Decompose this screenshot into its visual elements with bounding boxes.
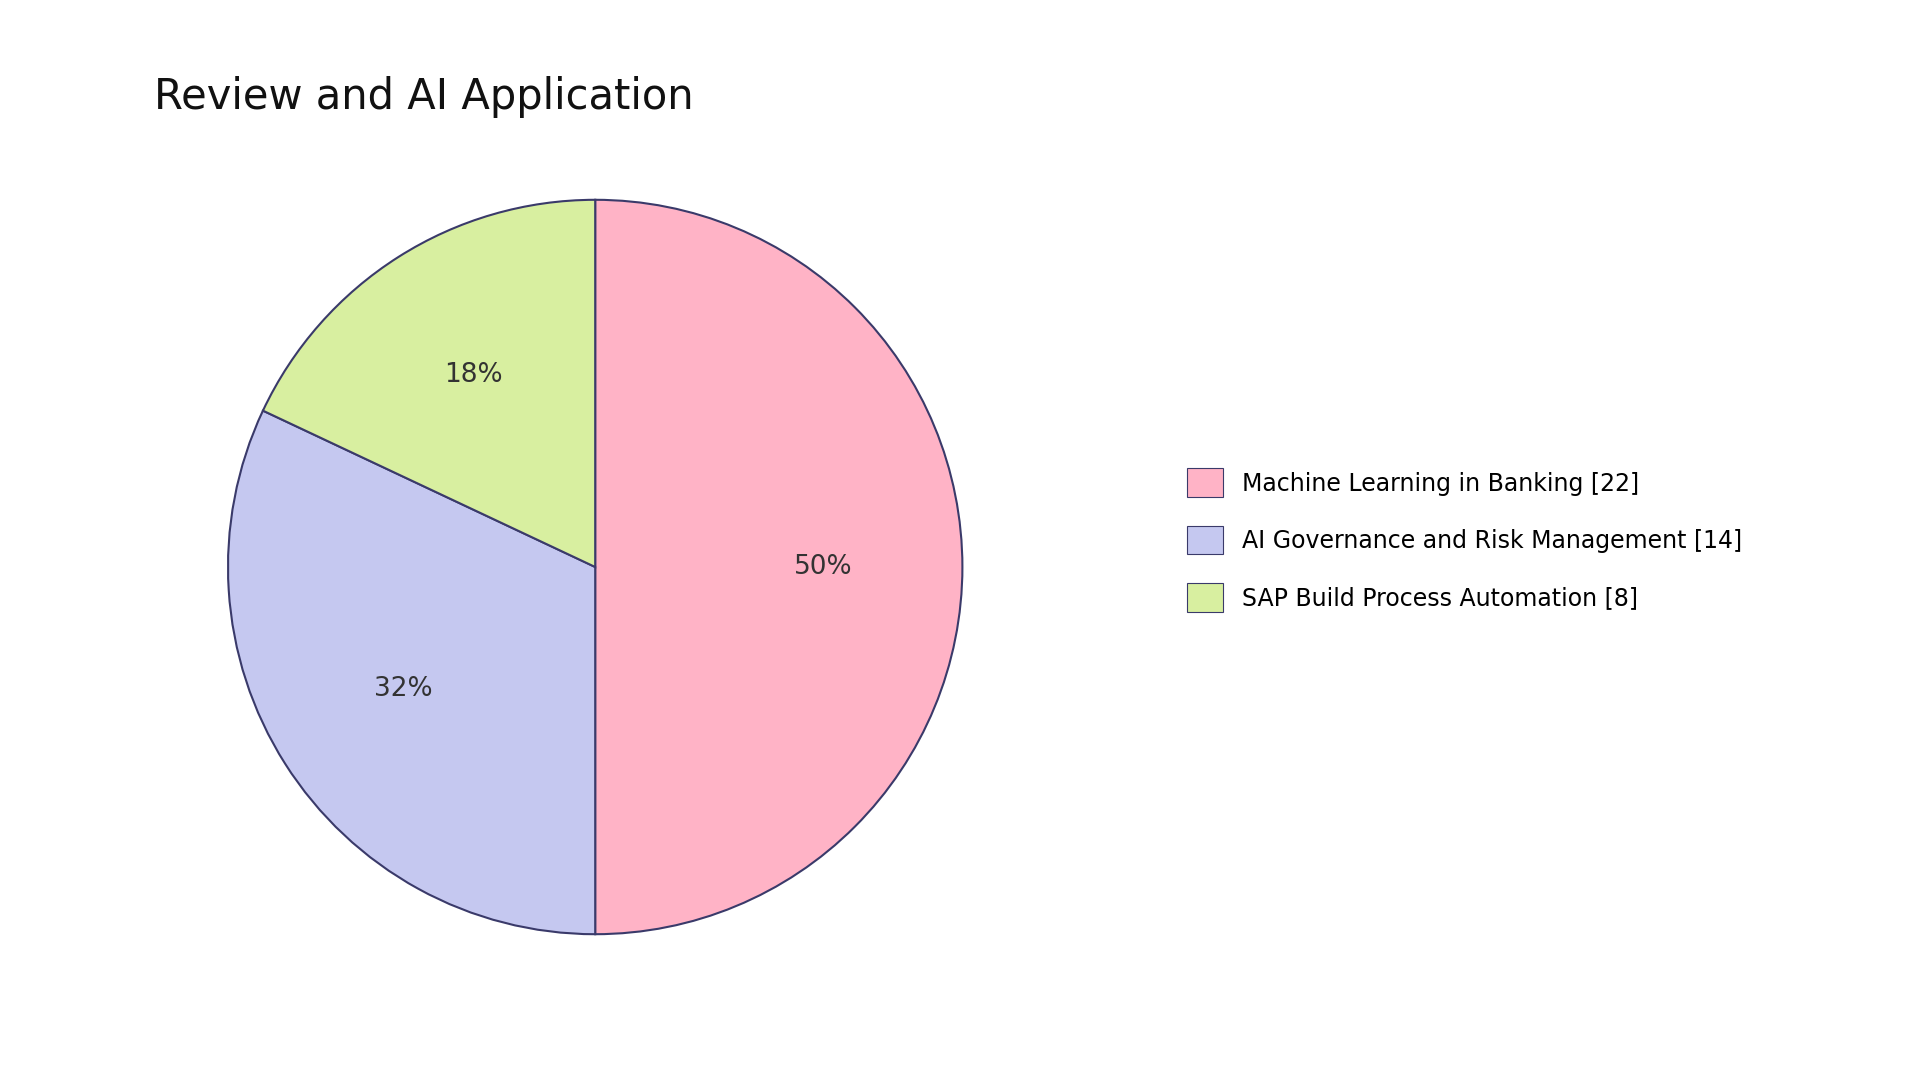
Wedge shape	[228, 410, 595, 934]
Text: 32%: 32%	[374, 676, 432, 702]
Text: Review and AI Application: Review and AI Application	[154, 76, 693, 118]
Text: 50%: 50%	[793, 554, 852, 580]
Text: 18%: 18%	[444, 362, 503, 388]
Legend: Machine Learning in Banking [22], AI Governance and Risk Management [14], SAP Bu: Machine Learning in Banking [22], AI Gov…	[1164, 445, 1766, 635]
Wedge shape	[263, 200, 595, 567]
Wedge shape	[595, 200, 962, 934]
